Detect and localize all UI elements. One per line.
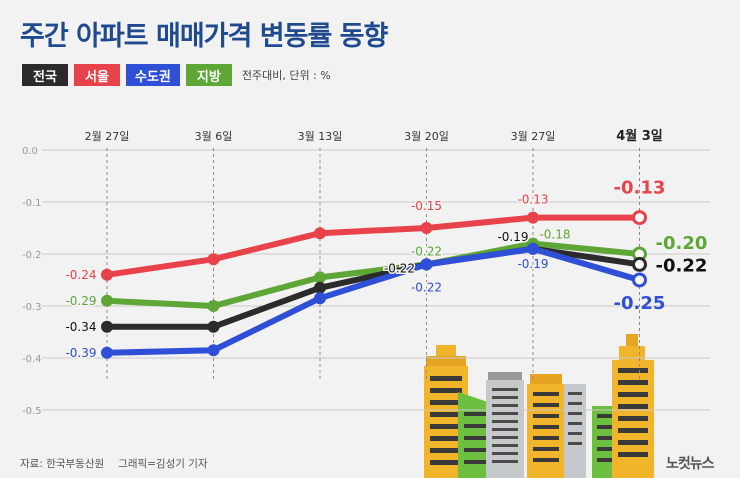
point-seoul — [101, 268, 113, 281]
point-national — [101, 320, 113, 333]
y-tick-label: -0.4 — [22, 354, 42, 365]
unit-note: 전주대비, 단위 : % — [241, 69, 331, 82]
data-label-national: -0.22 — [384, 261, 415, 275]
data-label-national: -0.22 — [656, 255, 708, 276]
point-capital — [632, 272, 647, 288]
y-tick-label: -0.1 — [22, 198, 42, 209]
legend-capital: 수도권 — [126, 64, 180, 86]
data-label-seoul: -0.24 — [65, 268, 96, 282]
y-tick-label: 0.0 — [22, 146, 38, 157]
series-lines — [101, 210, 647, 359]
line-capital — [104, 245, 643, 356]
credit-text: 그래픽=김성기 기자 — [118, 458, 208, 470]
point-seoul — [527, 211, 539, 224]
point-national — [632, 256, 647, 272]
y-tick-label: -0.3 — [22, 302, 42, 313]
data-label-local: -0.20 — [656, 233, 708, 254]
y-tick-label: -0.5 — [22, 406, 42, 417]
x-tick-label: 2월 27일 — [85, 129, 130, 143]
line-local — [104, 240, 643, 309]
point-capital — [420, 258, 433, 271]
data-label-capital: -0.22 — [411, 280, 442, 294]
data-label-seoul: -0.13 — [614, 178, 666, 199]
publisher-logo: 노컷뉴스 — [666, 456, 715, 472]
point-capital — [101, 346, 113, 359]
legend: 전국 서울 수도권 지방 전주대비, 단위 : % — [22, 64, 331, 86]
point-seoul — [632, 210, 647, 226]
data-label-capital: -0.25 — [614, 293, 666, 314]
point-capital — [527, 242, 539, 255]
point-capital — [314, 292, 326, 305]
data-label-capital: -0.39 — [65, 346, 96, 360]
point-national — [314, 281, 326, 294]
point-local — [314, 271, 326, 284]
legend-national: 전국 — [22, 64, 68, 86]
data-label-local: -0.22 — [411, 244, 442, 258]
data-label-seoul: -0.13 — [517, 193, 548, 207]
legend-seoul: 서울 — [74, 64, 120, 86]
x-axis: 2월 27일 3월 6일 3월 13일 3월 20일 3월 27일 4월 3일 — [85, 128, 663, 144]
data-label-seoul: -0.15 — [411, 199, 442, 213]
point-local — [207, 300, 220, 312]
x-tick-label: 3월 20일 — [404, 129, 449, 143]
y-axis: 0.0 -0.1 -0.2 -0.3 -0.4 -0.5 — [22, 146, 42, 417]
source-line: 자료: 한국부동산원 그래픽=김성기 기자 — [20, 456, 222, 471]
building-illustration — [424, 334, 654, 478]
x-tick-label: 3월 27일 — [511, 129, 556, 143]
y-tick-label: -0.2 — [22, 250, 42, 261]
point-seoul — [420, 222, 433, 234]
point-capital — [207, 344, 220, 357]
data-label-local: -0.18 — [539, 228, 570, 242]
source-text: 자료: 한국부동산원 — [20, 458, 105, 470]
point-national — [207, 320, 220, 333]
point-seoul — [207, 253, 220, 266]
x-tick-label: 4월 3일 — [616, 128, 663, 144]
chart-title: 주간 아파트 매매가격 변동률 동향 — [20, 21, 388, 52]
point-local — [101, 294, 113, 307]
data-label-capital: -0.19 — [517, 257, 548, 271]
legend-local: 지방 — [185, 64, 232, 86]
data-label-local: -0.29 — [65, 294, 96, 308]
data-label-national: -0.34 — [65, 320, 96, 334]
data-label-national: -0.19 — [497, 230, 528, 244]
x-tick-label: 3월 6일 — [195, 129, 233, 143]
data-labels: -0.24 -0.15 -0.13 -0.13 -0.29 -0.22 -0.18 -0.20… — [64, 178, 708, 362]
x-tick-label: 3월 13일 — [298, 129, 343, 143]
line-seoul — [104, 214, 643, 278]
point-seoul — [314, 227, 326, 240]
